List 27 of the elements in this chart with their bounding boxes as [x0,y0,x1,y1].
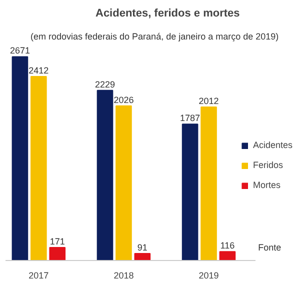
text: Fonte [258,242,282,252]
bar [219,251,236,260]
bar [116,105,132,260]
data-label: 2671 [10,46,30,56]
bar [96,90,114,260]
data-label: 2012 [198,96,219,106]
data-label: 2229 [94,79,116,90]
legend-label: Acidentes [253,140,293,150]
x-tick-label: 2018 [114,270,134,280]
data-label: 2026 [114,94,134,105]
data-label: 171 [50,236,65,246]
bar [200,106,217,260]
bar [134,253,151,260]
bar [182,124,198,260]
x-tick-label: 2017 [28,270,49,280]
legend-label: Feridos [253,160,284,170]
data-label: 116 [220,240,235,251]
bar [30,76,47,260]
data-label: 91 [137,242,148,253]
bar [12,56,28,260]
data-label: 2412 [28,65,49,76]
legend-label: Mortes [253,180,281,190]
chart-subtitle: (em rodovias federais do Paraná, de janeiro a março de 2019) [30,32,279,42]
data-label: 1787 [180,113,200,124]
chart-title: Acidentes, feridos e mortes [96,8,240,20]
bar [49,246,66,260]
x-tick-label: 2019 [198,270,219,280]
